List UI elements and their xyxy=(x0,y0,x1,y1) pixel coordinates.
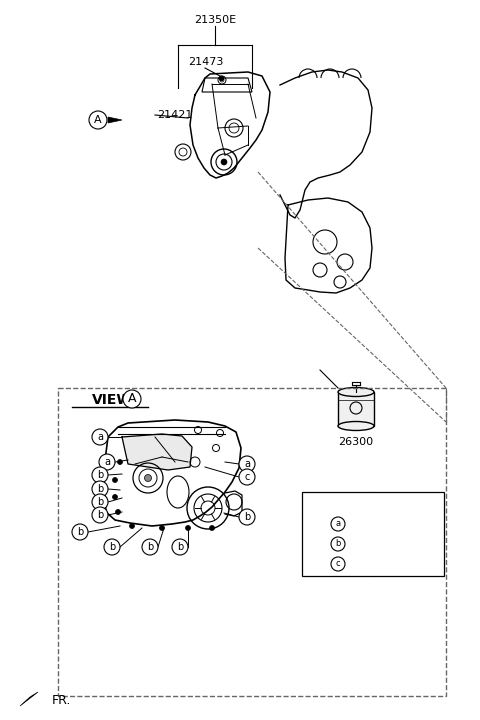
Bar xyxy=(302,492,444,576)
Circle shape xyxy=(99,454,115,470)
Text: 1140FF: 1140FF xyxy=(391,519,427,529)
Circle shape xyxy=(112,495,118,500)
Circle shape xyxy=(239,509,255,525)
Text: PNC: PNC xyxy=(398,498,420,508)
Circle shape xyxy=(112,477,118,482)
Bar xyxy=(338,392,374,426)
Text: 1140AF: 1140AF xyxy=(391,539,427,549)
Text: b: b xyxy=(147,542,153,552)
Circle shape xyxy=(209,526,215,531)
Circle shape xyxy=(185,526,191,531)
Text: b: b xyxy=(97,510,103,520)
Text: 21350E: 21350E xyxy=(194,15,236,25)
Circle shape xyxy=(159,526,165,531)
Text: a: a xyxy=(104,457,110,467)
Text: b: b xyxy=(77,527,83,537)
Text: b: b xyxy=(177,542,183,552)
Text: 26300: 26300 xyxy=(338,437,373,447)
Circle shape xyxy=(89,111,107,129)
Text: c: c xyxy=(244,472,250,482)
Text: b: b xyxy=(109,542,115,552)
Polygon shape xyxy=(108,117,122,123)
Text: a: a xyxy=(336,520,341,528)
Circle shape xyxy=(172,539,188,555)
Circle shape xyxy=(331,557,345,571)
Circle shape xyxy=(221,159,227,165)
Circle shape xyxy=(92,507,108,523)
Circle shape xyxy=(123,390,141,408)
Circle shape xyxy=(239,456,255,472)
Text: b: b xyxy=(97,470,103,480)
Circle shape xyxy=(331,537,345,551)
Ellipse shape xyxy=(338,421,374,431)
Circle shape xyxy=(239,469,255,485)
Text: FR.: FR. xyxy=(52,693,72,706)
Text: 21473: 21473 xyxy=(188,57,223,67)
Text: c: c xyxy=(336,559,340,569)
Polygon shape xyxy=(122,434,192,470)
Text: A: A xyxy=(94,115,102,125)
Text: A: A xyxy=(128,392,136,405)
Circle shape xyxy=(104,539,120,555)
Circle shape xyxy=(92,481,108,497)
Circle shape xyxy=(116,510,120,515)
Text: a: a xyxy=(244,459,250,469)
Circle shape xyxy=(331,517,345,531)
Circle shape xyxy=(142,539,158,555)
Circle shape xyxy=(130,523,134,528)
Bar xyxy=(58,388,446,696)
Polygon shape xyxy=(20,692,38,706)
Ellipse shape xyxy=(338,387,374,397)
Text: a: a xyxy=(97,432,103,442)
Text: SYMBOL: SYMBOL xyxy=(315,498,361,508)
Ellipse shape xyxy=(167,476,189,508)
Text: VIEW: VIEW xyxy=(92,393,132,407)
Text: 21421: 21421 xyxy=(157,110,192,120)
Circle shape xyxy=(72,524,88,540)
Circle shape xyxy=(92,467,108,483)
Text: b: b xyxy=(336,539,341,549)
Text: b: b xyxy=(97,497,103,507)
Text: 11403C: 11403C xyxy=(390,559,428,569)
Circle shape xyxy=(144,474,152,482)
Circle shape xyxy=(92,494,108,510)
Text: b: b xyxy=(244,512,250,522)
Circle shape xyxy=(118,459,122,464)
Text: b: b xyxy=(97,484,103,494)
Circle shape xyxy=(92,429,108,445)
